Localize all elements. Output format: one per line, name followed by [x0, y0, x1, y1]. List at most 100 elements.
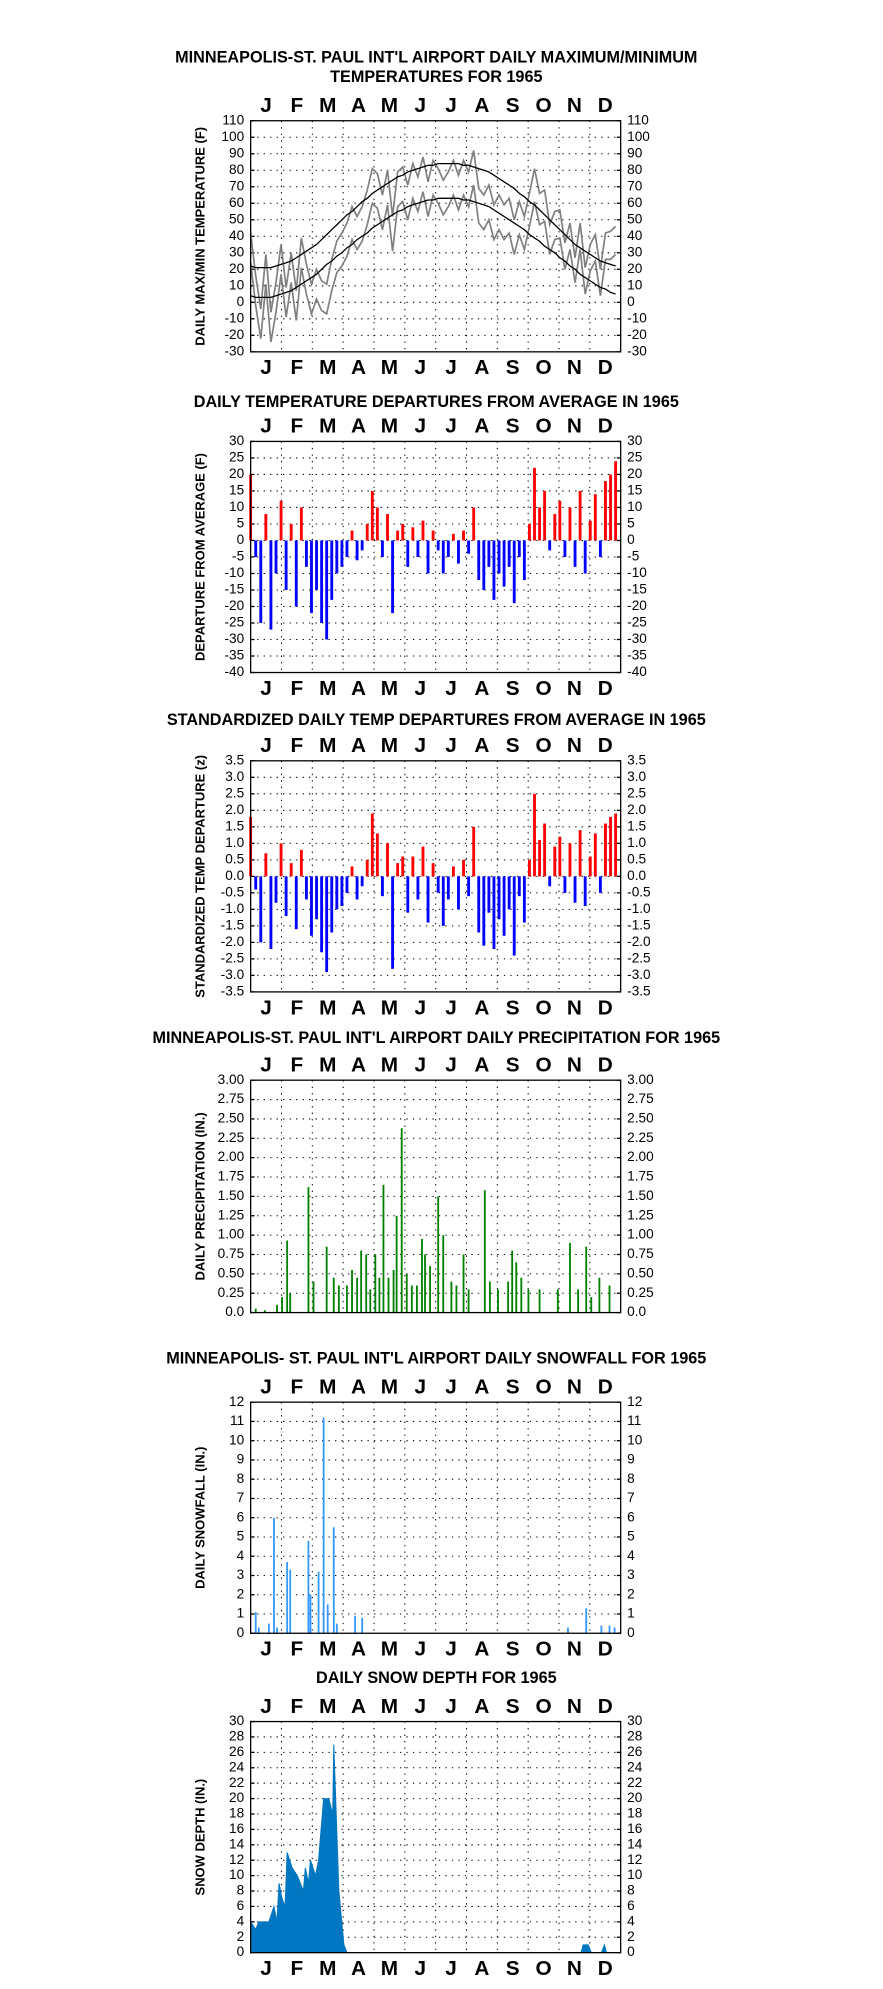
month-label: A	[351, 1375, 366, 1398]
month-label: A	[474, 94, 489, 117]
bar	[263, 1310, 266, 1313]
y-tick-label: 26	[229, 1744, 244, 1759]
bar	[340, 540, 344, 567]
y-tick-label: 26	[627, 1744, 642, 1759]
bar	[598, 1277, 601, 1313]
bar	[507, 876, 511, 910]
bar	[276, 1304, 278, 1313]
bar	[406, 876, 410, 913]
panel: MINNEAPOLIS-ST. PAUL INT'L AIRPORT DAILY…	[175, 49, 697, 379]
month-label: M	[381, 1053, 398, 1076]
y-tick-label: 8	[627, 1883, 635, 1898]
y-tick-label: 1.00	[218, 1227, 245, 1242]
y-tick-label: -5	[627, 549, 639, 564]
y-tick-label: 14	[627, 1836, 643, 1851]
bar	[573, 876, 577, 903]
bar	[451, 533, 455, 541]
data-line	[249, 184, 617, 343]
y-tick-label: -25	[224, 615, 244, 630]
y-tick-label: 22	[229, 1775, 244, 1790]
bar	[429, 1266, 431, 1313]
bar	[585, 1608, 588, 1634]
y-tick-label: 24	[627, 1759, 643, 1774]
month-label: J	[414, 356, 426, 379]
month-label: M	[319, 1053, 336, 1076]
month-label: M	[381, 415, 398, 438]
bar	[315, 876, 318, 920]
bar	[279, 500, 283, 541]
month-label: M	[319, 1375, 336, 1398]
bar	[569, 1242, 571, 1313]
y-tick-label: 25	[627, 450, 642, 465]
bar	[598, 540, 602, 557]
bar	[583, 540, 587, 574]
y-tick-label: 11	[230, 1413, 244, 1428]
month-label: J	[414, 1375, 426, 1398]
y-tick-label: 0.0	[627, 1304, 646, 1319]
month-label: O	[536, 1375, 552, 1398]
y-tick-label: -5	[232, 549, 244, 564]
month-label: A	[351, 1957, 366, 1980]
y-tick-label: 1.0	[627, 835, 646, 850]
y-tick-label: 3.00	[627, 1072, 654, 1087]
month-label: F	[291, 1375, 304, 1398]
y-tick-label: 0.50	[627, 1265, 654, 1280]
y-tick-label: 6	[237, 1509, 245, 1524]
bar	[365, 859, 369, 877]
bar	[304, 540, 308, 567]
y-tick-label: 40	[229, 228, 245, 243]
y-tick-label: 1.50	[218, 1188, 245, 1203]
month-label: S	[506, 1053, 520, 1076]
y-tick-label: 5	[627, 1529, 635, 1544]
month-label: S	[506, 415, 520, 438]
bar	[299, 507, 303, 541]
y-tick-label: 30	[229, 433, 245, 448]
y-tick-label: 10	[229, 499, 245, 514]
chart-title: DAILY TEMPERATURE DEPARTURES FROM AVERAG…	[194, 393, 679, 411]
y-tick-label: 10	[229, 277, 245, 292]
y-tick-label: -30	[224, 343, 244, 358]
month-label: S	[506, 734, 520, 757]
y-tick-label: 10	[627, 277, 643, 292]
y-tick-label: -10	[224, 310, 244, 325]
y-tick-label: 1.0	[225, 835, 244, 850]
y-tick-label: 0	[237, 1944, 245, 1959]
bar	[259, 876, 263, 943]
bar	[269, 540, 273, 630]
bar	[332, 1277, 335, 1313]
y-tick-label: -20	[224, 598, 244, 613]
month-label: J	[414, 996, 426, 1019]
y-tick-label: 18	[229, 1806, 244, 1821]
y-tick-label: 4	[237, 1548, 245, 1563]
month-label: F	[291, 734, 304, 757]
month-label: O	[536, 356, 552, 379]
y-tick-label: 90	[627, 145, 643, 160]
bar	[416, 876, 420, 900]
month-label: J	[445, 1957, 457, 1980]
y-tick-label: 12	[229, 1394, 244, 1409]
bar	[492, 540, 496, 600]
bar	[276, 1627, 278, 1634]
bar	[396, 530, 400, 541]
y-tick-label: 16	[627, 1821, 642, 1836]
month-label: A	[351, 1053, 366, 1076]
month-label: O	[536, 94, 552, 117]
bar	[528, 859, 531, 877]
bar	[442, 1235, 445, 1313]
y-tick-label: 1.5	[225, 818, 244, 833]
bar	[361, 1617, 364, 1634]
bar	[609, 474, 612, 541]
y-tick-label: 2.75	[627, 1091, 654, 1106]
bar	[577, 1289, 579, 1313]
y-tick-label: 30	[627, 244, 643, 259]
month-label: N	[567, 415, 582, 438]
y-tick-label: 1	[237, 1606, 245, 1621]
month-label: J	[260, 734, 272, 757]
month-label: F	[291, 996, 304, 1019]
month-label: J	[414, 1053, 426, 1076]
month-label: A	[474, 677, 489, 700]
y-tick-label: -20	[627, 598, 647, 613]
y-tick-label: 0	[237, 1625, 245, 1640]
bar	[254, 876, 258, 890]
month-label: N	[567, 94, 582, 117]
